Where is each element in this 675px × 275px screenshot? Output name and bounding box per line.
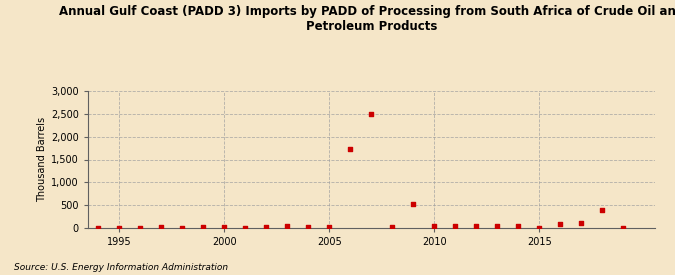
Point — [198, 225, 209, 230]
Point — [303, 225, 314, 230]
Point — [177, 226, 188, 230]
Point — [114, 226, 125, 230]
Text: Annual Gulf Coast (PADD 3) Imports by PADD of Processing from South Africa of Cr: Annual Gulf Coast (PADD 3) Imports by PA… — [59, 6, 675, 34]
Point — [135, 226, 146, 230]
Point — [534, 226, 545, 230]
Point — [408, 201, 418, 206]
Y-axis label: Thousand Barrels: Thousand Barrels — [36, 117, 47, 202]
Point — [513, 223, 524, 228]
Point — [156, 225, 167, 230]
Point — [618, 226, 628, 230]
Point — [576, 221, 587, 225]
Point — [219, 225, 230, 229]
Point — [429, 224, 439, 229]
Point — [261, 225, 271, 229]
Point — [282, 224, 293, 229]
Point — [492, 223, 503, 228]
Point — [345, 147, 356, 152]
Point — [324, 225, 335, 230]
Point — [387, 225, 398, 229]
Text: Source: U.S. Energy Information Administration: Source: U.S. Energy Information Administ… — [14, 263, 227, 272]
Point — [471, 223, 482, 228]
Point — [240, 226, 250, 230]
Point — [555, 221, 566, 226]
Point — [450, 224, 460, 228]
Point — [93, 226, 104, 230]
Point — [597, 208, 608, 213]
Point — [366, 111, 377, 116]
